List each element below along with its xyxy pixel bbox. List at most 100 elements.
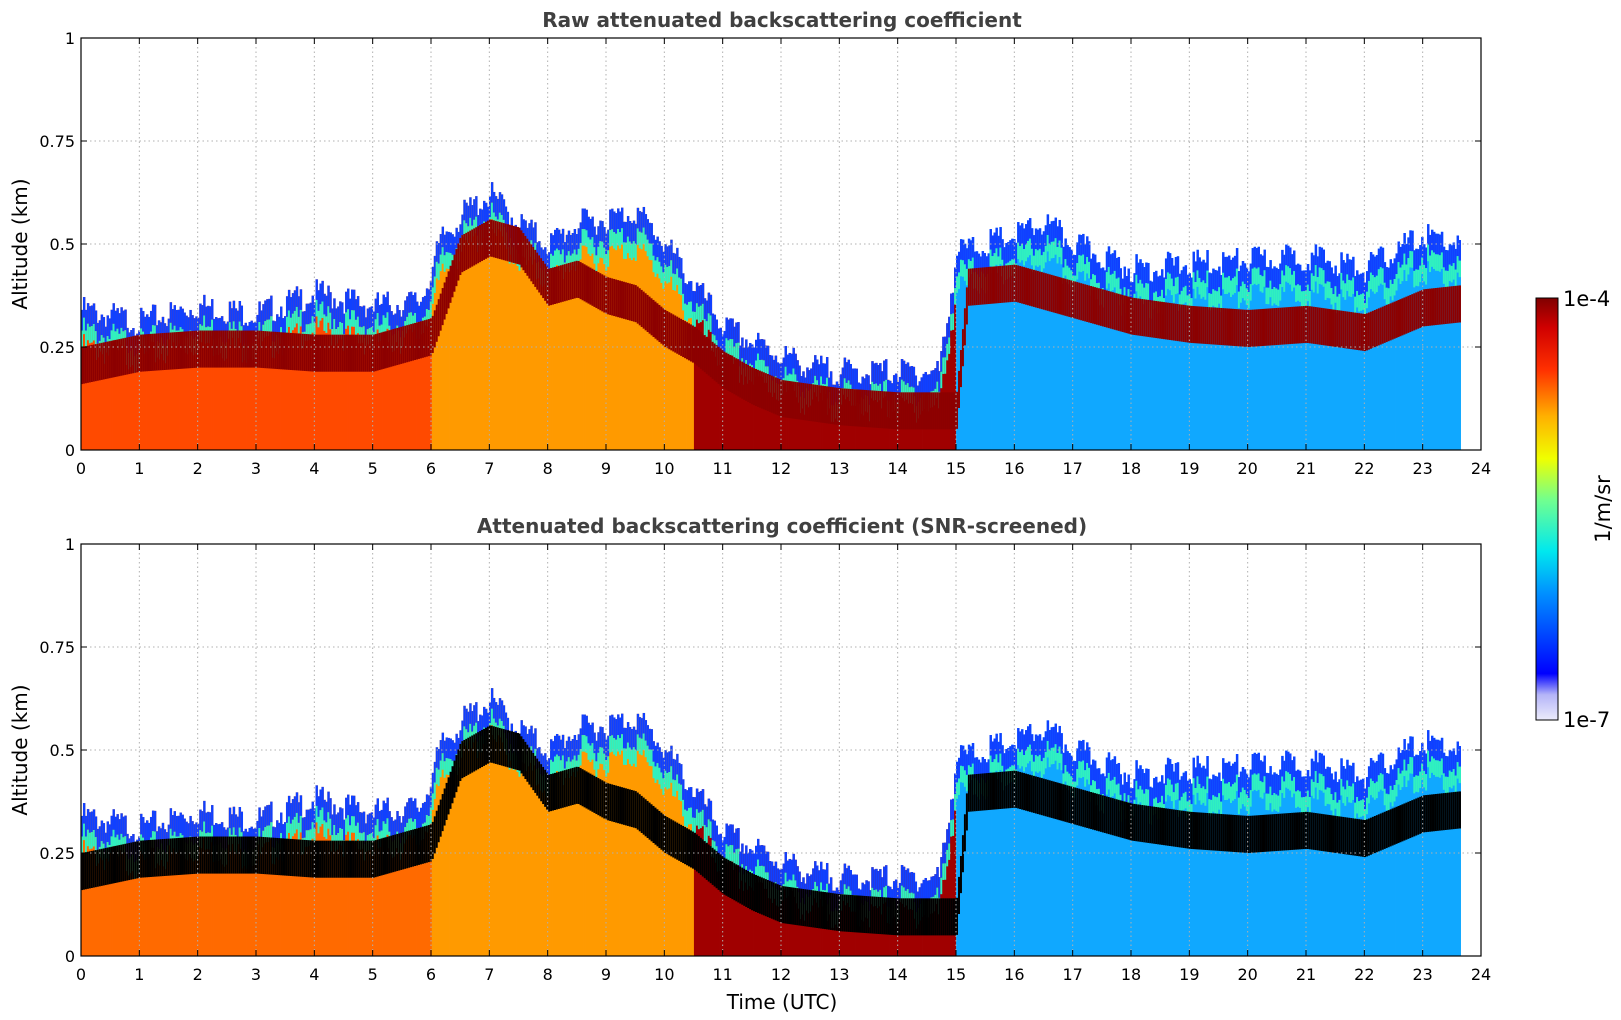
heatmap-fringe <box>301 817 305 839</box>
heatmap-strong-layer <box>439 799 443 837</box>
heatmap-column <box>581 714 584 956</box>
heatmap-strong-layer <box>114 845 117 883</box>
heatmap-strong-layer <box>922 392 925 430</box>
heatmap-fringe <box>950 293 953 315</box>
heatmap-strong-layer <box>1111 292 1115 330</box>
heatmap-column <box>490 688 494 956</box>
heatmap-fringe <box>1111 273 1115 291</box>
heatmap-column <box>410 291 413 450</box>
heatmap-fringe <box>1369 252 1373 273</box>
heatmap-strong-layer <box>689 830 693 868</box>
heatmap-fringe <box>494 196 498 217</box>
heatmap-fringe <box>609 715 612 737</box>
heatmap-column <box>1025 224 1028 450</box>
heatmap-column <box>682 779 685 956</box>
heatmap-fringe <box>668 771 671 789</box>
heatmap-fringe <box>922 879 925 901</box>
heatmap-fringe <box>232 300 236 322</box>
heatmap-strong-layer <box>733 357 736 395</box>
heatmap-fringe <box>849 364 852 385</box>
heatmap-strong-layer <box>132 336 135 374</box>
heatmap-strong-layer <box>1316 307 1320 345</box>
heatmap-fringe <box>1405 243 1408 265</box>
heatmap-fringe <box>228 828 232 845</box>
heatmap-column <box>1350 259 1353 450</box>
heatmap-column <box>498 192 502 451</box>
heatmap-strong-layer <box>757 875 760 913</box>
heatmap-fringe <box>617 735 620 752</box>
heatmap-fringe <box>680 278 683 296</box>
heatmap-strong-layer <box>1082 283 1085 321</box>
heatmap-strong-layer <box>1285 307 1288 345</box>
heatmap-strong-layer <box>902 898 906 936</box>
heatmap-fringe <box>384 317 387 335</box>
heatmap-fringe <box>1042 251 1046 269</box>
heatmap-fringe <box>1023 734 1026 756</box>
heatmap-fringe <box>640 738 644 756</box>
heatmap-fringe <box>232 827 236 844</box>
heatmap-strong-layer <box>916 898 919 936</box>
heatmap-strong-layer <box>1159 301 1162 339</box>
heatmap-strong-layer <box>134 335 137 373</box>
heatmap-column <box>236 310 240 450</box>
heatmap-fringe <box>1338 293 1341 311</box>
heatmap-strong-layer <box>522 739 525 777</box>
heatmap-strong-layer <box>993 266 996 304</box>
heatmap-column <box>532 733 535 956</box>
heatmap-strong-layer <box>670 819 673 857</box>
x-tick-label: 9 <box>601 459 611 478</box>
heatmap-fringe <box>258 301 261 323</box>
heatmap-fringe <box>715 319 718 341</box>
heatmap-fringe <box>189 309 192 331</box>
heatmap-fringe <box>733 832 736 854</box>
heatmap-strong-layer <box>991 266 994 304</box>
raw-grid <box>81 38 1481 450</box>
heatmap-strong-layer <box>753 368 756 406</box>
heatmap-strong-layer <box>950 898 953 936</box>
heatmap-fringe <box>595 255 598 272</box>
heatmap-column <box>587 722 590 956</box>
heatmap-column <box>1046 720 1050 956</box>
heatmap-strong-layer <box>289 838 293 876</box>
heatmap-fringe <box>946 343 949 361</box>
heatmap-strong-layer <box>1060 783 1063 821</box>
heatmap-column <box>419 301 423 450</box>
heatmap-fringe <box>384 803 387 824</box>
heatmap-fringe <box>151 831 155 848</box>
heatmap-strong-layer <box>205 330 208 368</box>
heatmap-fringe <box>559 760 563 777</box>
heatmap-fringe <box>843 357 847 379</box>
heatmap-strong-layer <box>1017 265 1020 303</box>
heatmap-fringe <box>301 311 305 333</box>
heatmap-column <box>193 318 196 450</box>
heatmap-column <box>252 322 255 450</box>
heatmap-fringe <box>382 294 385 316</box>
heatmap-fringe <box>954 267 957 289</box>
heatmap-column <box>1072 254 1075 450</box>
heatmap-fringe <box>747 346 750 368</box>
heatmap-fringe <box>646 239 649 257</box>
heatmap-fringe <box>1413 250 1416 271</box>
heatmap-column <box>1094 760 1097 956</box>
heatmap-fringe <box>816 359 819 381</box>
heatmap-strong-layer <box>969 774 973 812</box>
heatmap-fringe <box>1007 241 1010 263</box>
heatmap-strong-layer <box>563 770 567 808</box>
heatmap-fringe <box>930 370 933 392</box>
heatmap-fringe <box>1381 247 1385 269</box>
heatmap-fringe <box>412 801 415 822</box>
heatmap-column <box>1308 270 1312 450</box>
heatmap-fringe <box>425 288 429 310</box>
heatmap-fringe <box>1265 266 1268 288</box>
heatmap-strong-layer <box>447 271 450 309</box>
heatmap-column <box>479 208 482 450</box>
heatmap-fringe <box>900 379 904 397</box>
heatmap-fringe <box>1025 750 1028 768</box>
heatmap-strong-layer <box>557 265 561 303</box>
heatmap-fringe <box>636 228 640 245</box>
heatmap-column <box>157 826 161 956</box>
heatmap-strong-layer <box>1062 784 1065 822</box>
heatmap-strong-layer <box>244 836 247 874</box>
heatmap-strong-layer <box>451 260 454 298</box>
heatmap-fringe <box>780 363 784 384</box>
